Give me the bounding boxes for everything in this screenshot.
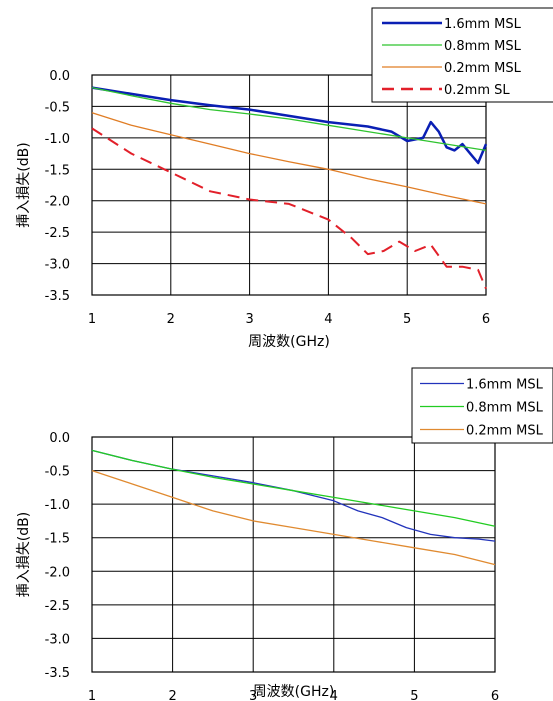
- x-tick-label: 5: [403, 312, 411, 327]
- x-tick-label: 6: [482, 312, 490, 327]
- y-tick-label: -2.5: [45, 599, 70, 614]
- legend-label: 1.6mm MSL: [444, 17, 522, 32]
- legend-box: [411, 367, 553, 444]
- chart-bottom: 1 2 3 4 5 6 0.0 -0.5 -1.0 -1.5 -2.0 -2.5 -3.0 -3.5 周波数…: [16, 367, 553, 701]
- series-line-0-8mm-msl: [91, 449, 496, 527]
- legend-label: 0.2mm SL: [444, 83, 510, 98]
- series-line-0-2mm-sl: [91, 127, 487, 290]
- x-tick-label: 6: [491, 689, 499, 701]
- x-tick-label: 5: [410, 689, 418, 701]
- y-tick-label: -1.0: [45, 132, 70, 147]
- x-axis-label: 周波数(GHz): [253, 684, 335, 700]
- y-tick-label: -2.5: [45, 226, 70, 241]
- legend-label: 0.2mm MSL: [466, 424, 544, 439]
- plot-area: [91, 436, 496, 673]
- legend-label: 1.6mm MSL: [466, 378, 544, 393]
- plot-area: [91, 74, 487, 296]
- x-tick-label: 2: [167, 312, 175, 327]
- y-tick-label: 0.0: [49, 431, 70, 446]
- y-tick-label: 0.0: [49, 69, 70, 84]
- y-tick-label: -2.0: [45, 565, 70, 580]
- y-axis-label: 挿入損失(dB): [16, 142, 32, 227]
- y-tick-label: -3.0: [45, 632, 70, 647]
- x-tick-label: 3: [245, 312, 253, 327]
- chart-top: 1 2 3 4 5 6 0.0 -0.5 -1.0 -1.5 -2.0 -2.5 -3.0 -3.5 周波数…: [16, 7, 553, 350]
- series-line-0-2mm-msl: [91, 112, 487, 205]
- x-tick-label: 3: [249, 689, 257, 701]
- x-tick-label: 4: [330, 689, 338, 701]
- series-line-1-6mm-msl: [91, 86, 488, 165]
- y-tick-label: -0.5: [45, 465, 70, 480]
- y-tick-label: -3.5: [45, 289, 70, 304]
- legend-label: 0.8mm MSL: [466, 401, 544, 416]
- series-line-0-8mm-msl: [91, 86, 487, 152]
- x-tick-label: 1: [88, 312, 96, 327]
- y-tick-label: -2.0: [45, 195, 70, 210]
- legend-label: 0.8mm MSL: [444, 39, 522, 54]
- y-tick-label: -1.5: [45, 163, 70, 178]
- x-tick-label: 2: [168, 689, 176, 701]
- y-tick-label: -0.5: [45, 100, 70, 115]
- x-tick-label: 1: [88, 689, 96, 701]
- y-tick-label: -3.0: [45, 258, 70, 273]
- y-tick-label: -3.5: [45, 666, 70, 681]
- series-line-0-2mm-msl: [91, 469, 496, 566]
- y-tick-label: -1.5: [45, 532, 70, 547]
- y-tick-label: -1.0: [45, 498, 70, 513]
- legend-label: 0.2mm MSL: [444, 61, 522, 76]
- x-tick-label: 4: [324, 312, 332, 327]
- x-axis-label: 周波数(GHz): [248, 334, 330, 350]
- y-axis-label: 挿入損失(dB): [16, 512, 32, 597]
